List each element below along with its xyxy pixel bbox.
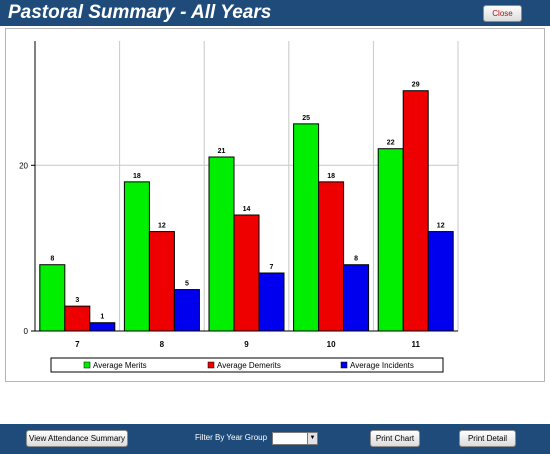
bar-average-merits: [208, 156, 235, 332]
legend-entry: Average Demerits: [217, 361, 281, 370]
data-label: 21: [218, 148, 226, 155]
close-button[interactable]: Close: [483, 5, 522, 22]
bar-average-merits: [377, 148, 404, 332]
x-tick-label: 8: [160, 340, 165, 349]
bar-average-demerits: [233, 214, 260, 332]
page-title: Pastoral Summary - All Years: [8, 2, 272, 23]
y-tick-label: 20: [19, 161, 28, 170]
legend: [50, 357, 444, 373]
bar-average-incidents: [89, 322, 116, 332]
data-label: 14: [243, 206, 251, 213]
chevron-down-icon[interactable]: ▼: [307, 433, 317, 444]
bar-average-merits: [123, 181, 150, 332]
data-label: 18: [133, 173, 141, 180]
data-label: 7: [270, 264, 274, 271]
x-tick-label: 11: [411, 340, 420, 349]
view-attendance-summary-button[interactable]: View Attendance Summary: [26, 430, 128, 447]
data-label: 25: [302, 115, 310, 122]
bar-average-demerits: [402, 90, 429, 332]
data-label: 8: [354, 256, 358, 263]
filter-by-year-group-label: Filter By Year Group: [195, 433, 268, 442]
data-label: 18: [327, 173, 335, 180]
legend-entry: Average Merits: [93, 361, 147, 370]
x-tick-label: 7: [75, 340, 80, 349]
print-detail-button[interactable]: Print Detail: [459, 430, 516, 447]
bar-average-demerits: [318, 181, 345, 332]
bottom-toolbar: View Attendance Summary Filter By Year G…: [0, 424, 550, 454]
print-chart-button[interactable]: Print Chart: [370, 430, 420, 447]
legend-swatch: [207, 361, 215, 369]
data-label: 8: [50, 256, 54, 263]
x-tick-label: 10: [327, 340, 336, 349]
data-label: 3: [75, 297, 79, 304]
data-label: 22: [387, 140, 395, 147]
bar-chart: 0 20 8 3 1 7 18 12 5 8 21 14 7 9 25 18 8 10 22 29 12 11 Averag…: [19, 41, 459, 373]
bar-average-incidents: [343, 264, 370, 332]
year-group-select[interactable]: ▼: [272, 432, 318, 445]
bar-average-incidents: [427, 231, 454, 332]
legend-swatch: [83, 361, 91, 369]
data-label: 29: [412, 82, 420, 89]
bar-average-merits: [39, 264, 66, 332]
x-tick-label: 9: [244, 340, 249, 349]
data-label: 12: [437, 223, 445, 230]
data-label: 5: [185, 281, 189, 288]
chart-panel: 0 20 8 3 1 7 18 12 5 8 21 14 7 9 25 18 8 10 22 29 12 11 Averag…: [5, 28, 545, 382]
bar-average-incidents: [173, 289, 200, 332]
bar-average-demerits: [148, 231, 175, 332]
bar-average-merits: [293, 123, 320, 332]
y-tick-label: 0: [24, 327, 29, 336]
title-bar: Pastoral Summary - All Years Close: [0, 0, 550, 26]
data-label: 1: [100, 314, 104, 321]
legend-swatch: [340, 361, 348, 369]
data-label: 12: [158, 223, 166, 230]
legend-entry: Average Incidents: [350, 361, 414, 370]
bar-average-demerits: [64, 305, 91, 332]
bar-average-incidents: [258, 272, 285, 332]
